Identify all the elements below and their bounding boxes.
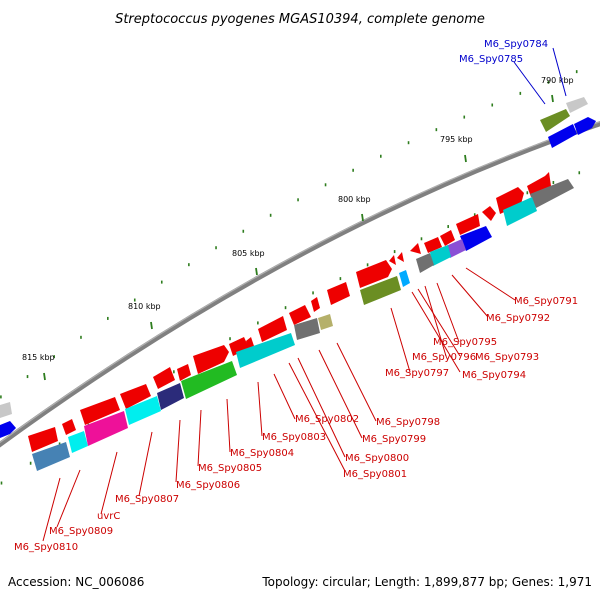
gene-feature[interactable] bbox=[540, 109, 570, 132]
gene-feature[interactable] bbox=[193, 345, 229, 374]
gene-feature[interactable] bbox=[548, 124, 577, 148]
scale-label-800: 800 kbp bbox=[338, 195, 371, 204]
gene-feature[interactable] bbox=[430, 245, 451, 266]
map-title: Streptococcus pyogenes MGAS10394, comple… bbox=[115, 12, 485, 27]
gene-feature[interactable] bbox=[177, 364, 191, 381]
gene-feature[interactable] bbox=[28, 427, 58, 452]
accession-text: Accession: NC_006086 bbox=[8, 575, 144, 589]
gene-label-M6_Spy0803[interactable]: M6_Spy0803 bbox=[262, 432, 326, 443]
gene-feature[interactable] bbox=[416, 253, 434, 273]
gene-feature[interactable] bbox=[68, 431, 88, 453]
gene-feature[interactable] bbox=[360, 276, 401, 305]
gene-label-M6_Spy0797[interactable]: M6_Spy0797 bbox=[385, 368, 449, 379]
scale-label-805: 805 kbp bbox=[232, 249, 265, 258]
gene-label-M6_Spy0798[interactable]: M6_Spy0798 bbox=[376, 417, 440, 428]
gene-feature[interactable] bbox=[496, 187, 524, 214]
gene-label-M6_Spy0809[interactable]: M6_Spy0809 bbox=[49, 526, 113, 537]
gene-feature[interactable] bbox=[574, 117, 596, 135]
major-tick bbox=[43, 372, 46, 381]
gene-feature[interactable] bbox=[566, 97, 588, 113]
scale-ticks bbox=[0, 70, 581, 485]
gene-feature[interactable] bbox=[120, 384, 151, 409]
gene-label-M6_Spy0792[interactable]: M6_Spy0792 bbox=[486, 313, 550, 324]
gene-feature[interactable] bbox=[482, 206, 496, 221]
genome-backbone bbox=[0, 121, 600, 448]
gene-label-M6_Spy0807[interactable]: M6_Spy0807 bbox=[115, 494, 179, 505]
gene-feature[interactable] bbox=[327, 282, 350, 305]
scale-label-810: 810 kbp bbox=[128, 302, 161, 311]
major-tick bbox=[150, 321, 153, 330]
gene-feature[interactable] bbox=[424, 237, 442, 253]
gene-feature[interactable] bbox=[236, 333, 295, 368]
gene-feature[interactable] bbox=[460, 226, 492, 251]
gene-feature[interactable] bbox=[0, 421, 16, 438]
gene-feature[interactable] bbox=[356, 260, 392, 288]
gene-feature[interactable] bbox=[0, 402, 12, 418]
gene-feature[interactable] bbox=[62, 419, 76, 435]
gene-label-M6_Spy0793[interactable]: M6_Spy0793 bbox=[475, 352, 539, 363]
gene-feature[interactable] bbox=[397, 252, 404, 262]
gene-feature[interactable] bbox=[389, 255, 396, 265]
major-tick bbox=[551, 94, 554, 103]
genome-summary-text: Topology: circular; Length: 1,899,877 bp… bbox=[261, 575, 592, 589]
gene-feature[interactable] bbox=[32, 442, 70, 471]
gene-label-M6_Spy0795[interactable]: M6_Spy0795 bbox=[433, 337, 497, 348]
gene-feature[interactable] bbox=[80, 397, 120, 425]
gene-feature[interactable] bbox=[440, 230, 455, 246]
gene-label-M6_Spy0784[interactable]: M6_Spy0784 bbox=[484, 39, 548, 50]
gene-label-M6_Spy0801[interactable]: M6_Spy0801 bbox=[343, 469, 407, 480]
major-tick bbox=[361, 213, 364, 222]
gene-label-M6_Spy0799[interactable]: M6_Spy0799 bbox=[362, 434, 426, 445]
gene-label-M6_Spy0805[interactable]: M6_Spy0805 bbox=[198, 463, 262, 474]
gene-feature[interactable] bbox=[503, 197, 537, 226]
gene-feature[interactable] bbox=[318, 314, 333, 330]
major-tick bbox=[464, 154, 467, 163]
gene-labels: M6_Spy0784 M6_Spy0785 M6_Spy0791 M6_Spy0… bbox=[14, 39, 578, 553]
major-tick bbox=[255, 267, 258, 276]
gene-feature[interactable] bbox=[410, 243, 421, 254]
scale-label-795: 795 kbp bbox=[440, 135, 473, 144]
label-leader-lines bbox=[42, 47, 567, 542]
gene-feature[interactable] bbox=[311, 297, 320, 312]
scale-label-790: 790 kbp bbox=[541, 76, 574, 85]
gene-feature[interactable] bbox=[153, 367, 175, 389]
gene-feature[interactable] bbox=[456, 214, 480, 235]
gene-feature[interactable] bbox=[399, 270, 410, 287]
gene-label-M6_Spy0791[interactable]: M6_Spy0791 bbox=[514, 296, 578, 307]
gene-features bbox=[0, 97, 596, 471]
gene-feature[interactable] bbox=[84, 411, 128, 446]
scale-label-815: 815 kbp bbox=[22, 353, 55, 362]
gene-label-uvrC[interactable]: uvrC bbox=[97, 511, 120, 522]
gene-feature[interactable] bbox=[181, 361, 237, 399]
gene-feature[interactable] bbox=[229, 337, 249, 356]
gene-label-M6_Spy0796[interactable]: M6_Spy0796 bbox=[412, 352, 476, 363]
gene-label-M6_Spy0804[interactable]: M6_Spy0804 bbox=[230, 448, 294, 459]
gene-feature[interactable] bbox=[530, 179, 574, 208]
gene-label-M6_Spy0800[interactable]: M6_Spy0800 bbox=[345, 453, 409, 464]
gene-feature[interactable] bbox=[446, 239, 466, 258]
gene-feature[interactable] bbox=[289, 305, 311, 325]
gene-label-M6_Spy0806[interactable]: M6_Spy0806 bbox=[176, 480, 240, 491]
gene-feature[interactable] bbox=[294, 318, 320, 340]
gene-feature[interactable] bbox=[157, 383, 184, 410]
gene-feature[interactable] bbox=[258, 316, 287, 342]
gene-feature[interactable] bbox=[125, 396, 161, 425]
gene-label-M6_Spy0794[interactable]: M6_Spy0794 bbox=[462, 370, 526, 381]
gene-label-M6_Spy0802[interactable]: M6_Spy0802 bbox=[295, 414, 359, 425]
gene-label-M6_Spy0785[interactable]: M6_Spy0785 bbox=[459, 54, 523, 65]
gene-label-M6_Spy0810[interactable]: M6_Spy0810 bbox=[14, 542, 78, 553]
gene-feature[interactable] bbox=[527, 172, 551, 197]
